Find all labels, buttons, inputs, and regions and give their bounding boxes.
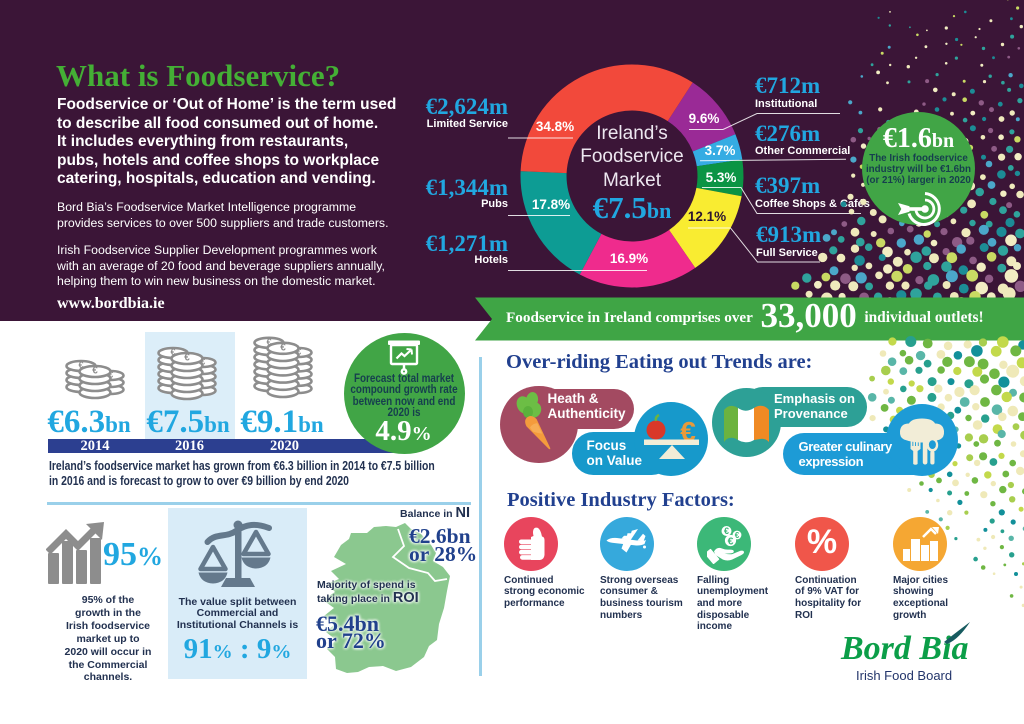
svg-text:€: €	[266, 337, 271, 347]
svg-text:€: €	[184, 353, 190, 364]
svg-text:€: €	[297, 348, 302, 357]
svg-text:€: €	[724, 526, 729, 536]
svg-text:€: €	[78, 360, 83, 370]
svg-text:€: €	[728, 536, 734, 548]
svg-text:€: €	[201, 358, 206, 367]
svg-text:€: €	[92, 366, 98, 377]
svg-text:€: €	[170, 347, 175, 357]
svg-text:€: €	[280, 343, 286, 354]
svg-text:€: €	[735, 531, 740, 540]
svg-text:€: €	[680, 416, 696, 447]
svg-text:€: €	[109, 371, 114, 380]
